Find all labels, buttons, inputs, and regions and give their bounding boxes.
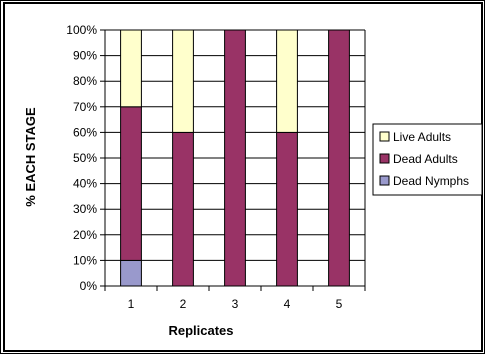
legend: Live Adults Dead Adults Dead Nymphs [372, 123, 483, 196]
y-tick-label: 70% [73, 100, 97, 114]
y-tick-labels: 0% 10% 20% 30% 40% 50% 60% 70% 80% 90% 100% [66, 23, 97, 293]
legend-swatch [379, 131, 390, 142]
y-tick-label: 0% [80, 279, 98, 293]
legend-label: Dead Nymphs [393, 174, 469, 188]
y-tick-label: 30% [73, 202, 97, 216]
bar-segment-dead-adults [328, 29, 350, 287]
bar-segment-dead-nymphs [120, 259, 142, 287]
legend-swatch [379, 175, 390, 186]
bar-segment-dead-adults [276, 131, 298, 287]
x-axis-label: Replicates [168, 323, 233, 338]
x-tick-labels: 1 2 3 4 5 [128, 297, 343, 311]
y-axis-label: % EACH STAGE [23, 107, 38, 207]
bars [120, 29, 350, 287]
bar-segment-dead-adults [172, 131, 194, 287]
bar-segment-live-adults [172, 29, 194, 133]
legend-box [372, 123, 483, 196]
x-tick-label: 3 [232, 297, 239, 311]
y-tick-label: 100% [66, 23, 97, 37]
y-tick-label: 40% [73, 177, 97, 191]
bar-segment-dead-adults [224, 29, 246, 287]
y-tick-label: 60% [73, 125, 97, 139]
bar-segment-live-adults [276, 29, 298, 133]
y-tick-label: 10% [73, 253, 97, 267]
y-tick-label: 80% [73, 74, 97, 88]
legend-swatch [379, 153, 390, 164]
legend-label: Live Adults [393, 130, 451, 144]
x-tick-label: 5 [336, 297, 343, 311]
bar-segment-live-adults [120, 29, 142, 108]
y-tick-label: 90% [73, 49, 97, 63]
y-tick-label: 20% [73, 228, 97, 242]
legend-label: Dead Adults [393, 152, 458, 166]
x-tick-label: 1 [128, 297, 135, 311]
bar-segment-dead-adults [120, 106, 142, 261]
axes [104, 30, 366, 291]
x-tick-label: 2 [180, 297, 187, 311]
x-tick-label: 4 [284, 297, 291, 311]
legend-items: Live Adults Dead Adults Dead Nymphs [379, 130, 469, 188]
y-tick-label: 50% [73, 151, 97, 165]
